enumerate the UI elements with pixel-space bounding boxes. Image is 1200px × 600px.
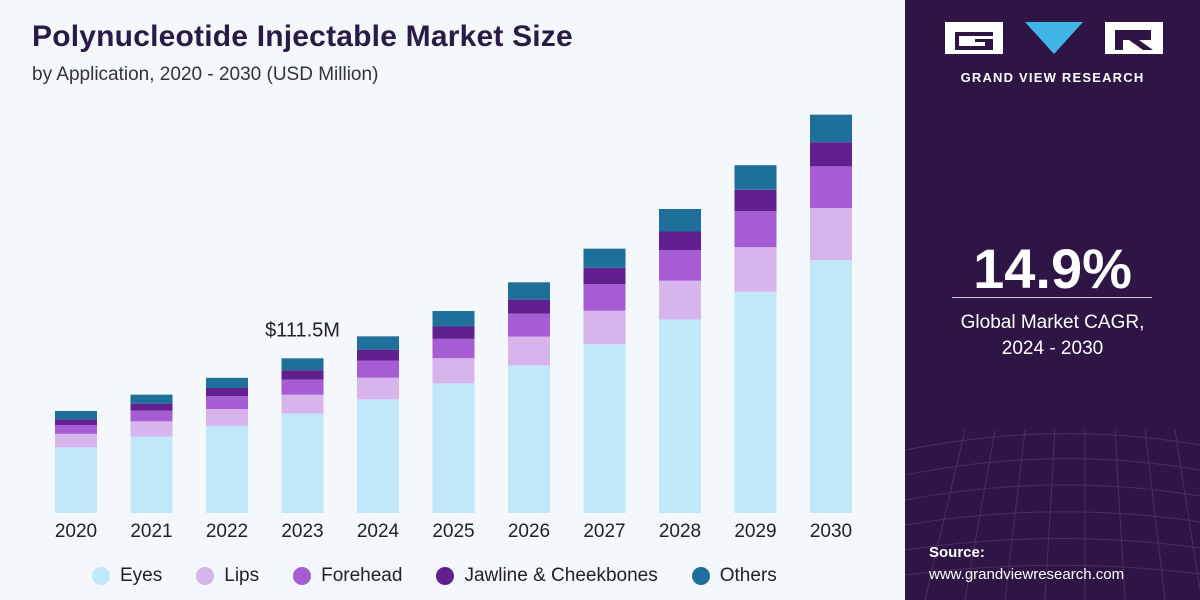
bar-segment-others-2022: [206, 377, 248, 388]
legend-item-jawline-cheekbones: Jawline & Cheekbones: [436, 565, 658, 587]
bar-segment-eyes-2024: [357, 399, 399, 513]
bar-segment-forehead-2024: [357, 360, 399, 378]
x-tick-label-2023: 2023: [281, 521, 323, 542]
bar-segment-forehead-2023: [281, 379, 324, 395]
x-tick-label-2025: 2025: [432, 521, 474, 542]
bar-segment-jawline-cheekbones-2023: [281, 370, 324, 380]
bar-segment-lips-2021: [130, 421, 173, 437]
bar-segment-jawline-cheekbones-2026: [508, 299, 550, 314]
bar-segment-eyes-2027: [583, 344, 626, 513]
bar-segment-eyes-2029: [734, 291, 777, 513]
data-label-2023: $111.5M: [265, 319, 340, 341]
legend-label-forehead: Forehead: [321, 565, 403, 586]
legend-item-eyes: Eyes: [92, 565, 162, 587]
bar-segment-lips-2024: [357, 377, 399, 400]
legend-label-eyes: Eyes: [120, 565, 163, 586]
bar-segment-jawline-cheekbones-2025: [432, 326, 475, 339]
bar-segment-jawline-cheekbones-2020: [55, 419, 97, 425]
bar-segment-others-2020: [55, 411, 97, 420]
legend-swatch-eyes: [92, 567, 110, 585]
bar-segment-eyes-2023: [281, 413, 324, 513]
gvr-logo-icon: [945, 22, 1163, 54]
legend-swatch-jawline-cheekbones: [436, 567, 455, 585]
legend-item-lips: Lips: [196, 565, 259, 587]
cagr-value: 14.9%: [973, 237, 1132, 300]
source-label: Source:: [929, 544, 985, 561]
bar-segment-jawline-cheekbones-2028: [659, 231, 701, 250]
bar-segment-forehead-2022: [206, 396, 248, 409]
x-tick-label-2027: 2027: [583, 521, 625, 542]
bar-segment-lips-2028: [659, 280, 701, 320]
legend-item-others: Others: [691, 565, 777, 587]
bar-segment-jawline-cheekbones-2029: [734, 189, 777, 211]
bar-segment-jawline-cheekbones-2030: [810, 142, 852, 167]
bar-segment-jawline-cheekbones-2024: [357, 349, 399, 361]
stacked-bar-chart: 2020 2021 2022 2023 $111.5M 2024 2025 2026 2027 2…: [55, 114, 852, 542]
bar-segment-forehead-2030: [810, 166, 852, 208]
x-tick-label-2022: 2022: [206, 521, 248, 542]
bar-segment-lips-2030: [810, 208, 852, 260]
bar-segment-jawline-cheekbones-2022: [206, 388, 248, 397]
chart-panel: Polynucleotide Injectable Market Size by…: [0, 0, 905, 600]
x-tick-label-2021: 2021: [130, 521, 172, 542]
x-tick-label-2029: 2029: [734, 521, 776, 542]
bar-segment-others-2026: [508, 282, 550, 300]
bar-segment-forehead-2027: [583, 284, 626, 311]
bar-segment-forehead-2020: [55, 425, 97, 434]
bar-segment-lips-2027: [583, 310, 626, 345]
cagr-label: Global Market CAGR, 2024 - 2030: [905, 310, 1200, 362]
legend-swatch-lips: [196, 567, 215, 585]
grid-decoration: [905, 429, 1200, 600]
legend-swatch-others: [691, 567, 710, 585]
bar-segment-forehead-2025: [432, 338, 475, 359]
bar-segment-lips-2020: [55, 433, 97, 448]
x-tick-label-2028: 2028: [659, 521, 701, 542]
x-tick-label-2026: 2026: [508, 521, 550, 542]
source-url[interactable]: www.grandviewresearch.com: [929, 566, 1125, 583]
bar-segment-jawline-cheekbones-2027: [583, 267, 626, 284]
bar-segment-jawline-cheekbones-2021: [130, 403, 173, 411]
bar-segment-forehead-2021: [130, 410, 173, 422]
bar-segment-forehead-2028: [659, 250, 701, 281]
bar-segment-lips-2025: [432, 358, 475, 384]
x-tick-label-2030: 2030: [810, 521, 852, 542]
bar-segment-eyes-2021: [130, 436, 173, 513]
bar-segment-eyes-2026: [508, 365, 550, 513]
bar-segment-others-2021: [130, 394, 173, 404]
legend-swatch-forehead: [293, 567, 312, 585]
bar-segment-eyes-2020: [55, 447, 97, 513]
bar-segment-lips-2022: [206, 409, 248, 426]
x-tick-label-2020: 2020: [55, 521, 97, 542]
bar-segment-forehead-2026: [508, 313, 550, 337]
x-tick-label-2024: 2024: [357, 521, 400, 542]
cagr-divider: [952, 297, 1152, 298]
bar-segment-others-2028: [659, 209, 701, 232]
legend-label-others: Others: [719, 565, 777, 586]
bar-segment-others-2027: [583, 248, 626, 268]
chart-subtitle: by Application, 2020 - 2030 (USD Million…: [32, 64, 379, 85]
bar-segment-others-2030: [810, 114, 852, 143]
cagr-label-line1: Global Market CAGR,: [960, 312, 1145, 333]
info-panel: GRAND VIEW RESEARCH 14.9% Global Market …: [905, 0, 1200, 600]
bar-segment-forehead-2029: [734, 211, 777, 248]
bar-segment-lips-2029: [734, 247, 777, 292]
bar-segment-lips-2026: [508, 336, 550, 366]
bar-segment-others-2024: [357, 336, 399, 350]
bar-segment-others-2023: [281, 358, 324, 371]
bar-segment-lips-2023: [281, 394, 324, 414]
chart-legend: Eyes Lips Forehead Jawline & Cheekbones Othe…: [92, 562, 811, 590]
legend-label-jawline-cheekbones: Jawline & Cheekbones: [464, 565, 658, 586]
bar-segment-others-2029: [734, 165, 777, 190]
brand-name: GRAND VIEW RESEARCH: [960, 70, 1145, 85]
legend-item-forehead: Forehead: [293, 565, 402, 587]
bar-segment-eyes-2028: [659, 319, 701, 513]
chart-title: Polynucleotide Injectable Market Size: [32, 20, 573, 53]
bar-segment-eyes-2030: [810, 260, 852, 513]
bar-segment-eyes-2025: [432, 383, 475, 513]
bar-segment-others-2025: [432, 311, 475, 327]
legend-label-lips: Lips: [224, 565, 260, 586]
cagr-label-line2: 2024 - 2030: [1001, 338, 1104, 359]
bar-segment-eyes-2022: [206, 425, 248, 513]
